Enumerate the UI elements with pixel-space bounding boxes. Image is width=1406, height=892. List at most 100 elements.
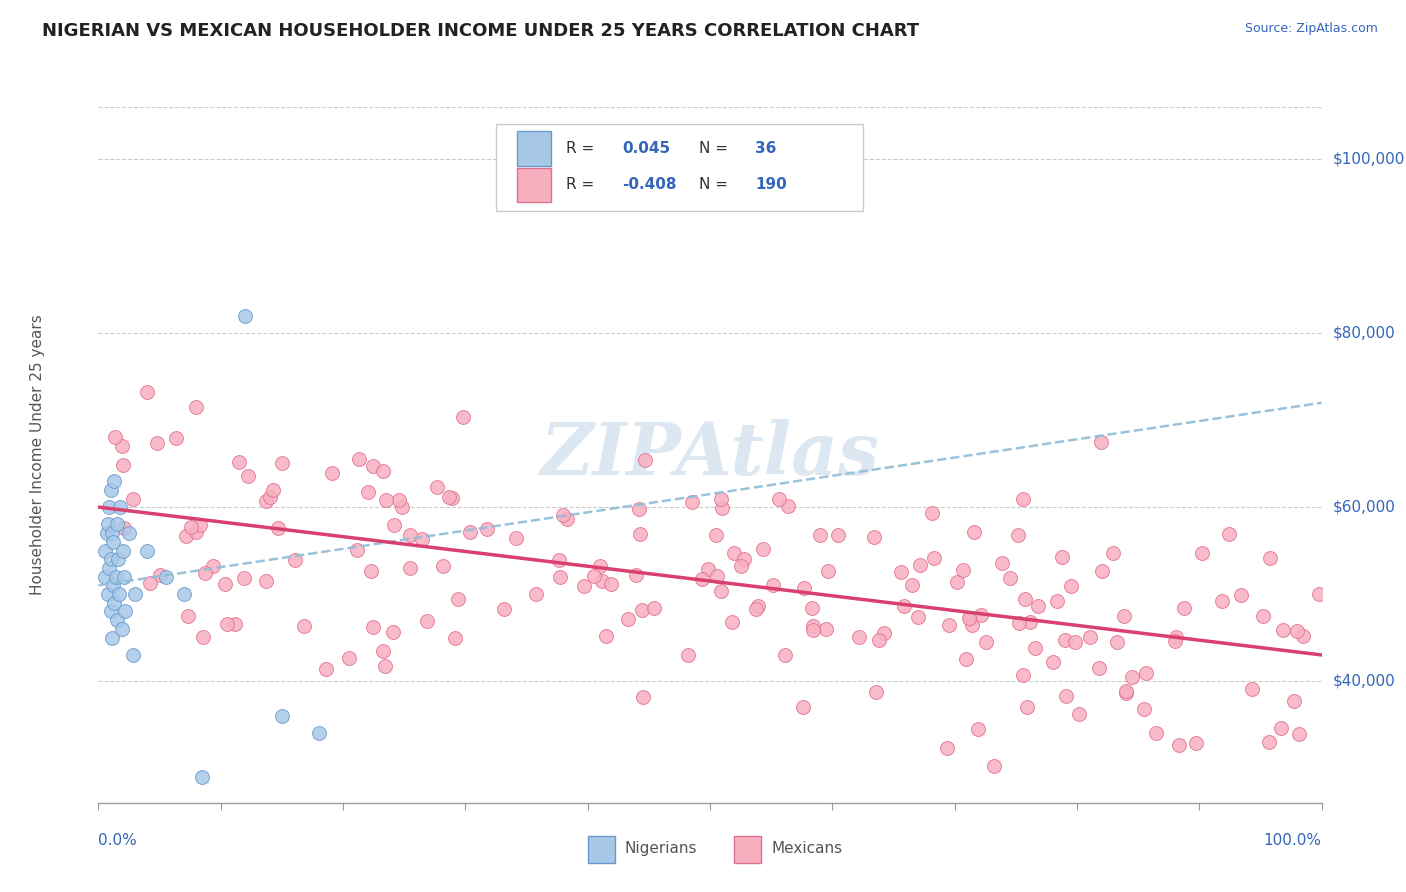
Point <box>451 409 474 424</box>
Point <box>111 439 134 453</box>
Point <box>177 608 200 623</box>
Point <box>373 644 395 658</box>
Point <box>112 521 135 535</box>
Point <box>411 532 433 546</box>
Point <box>706 568 728 582</box>
Text: 36: 36 <box>755 141 776 156</box>
Point <box>1115 683 1137 698</box>
Point <box>990 556 1012 570</box>
Point <box>1090 434 1112 449</box>
Point <box>1101 546 1123 560</box>
Point <box>548 570 571 584</box>
Point <box>104 429 127 443</box>
Bar <box>517 131 551 166</box>
Point <box>136 543 159 558</box>
Text: Mexicans: Mexicans <box>772 840 842 855</box>
Point <box>1288 727 1310 741</box>
Text: $80,000: $80,000 <box>1333 326 1396 341</box>
Point <box>105 613 128 627</box>
Point <box>1053 632 1076 647</box>
Point <box>475 522 498 536</box>
Point <box>733 552 755 566</box>
Point <box>974 635 997 649</box>
Point <box>1026 599 1049 614</box>
Point <box>1258 550 1281 565</box>
Point <box>955 652 977 666</box>
Point <box>1284 694 1306 708</box>
Point <box>1088 661 1111 675</box>
Point <box>873 625 896 640</box>
Point <box>165 431 187 445</box>
Point <box>1063 635 1085 649</box>
Point <box>361 458 384 473</box>
Point <box>960 617 983 632</box>
Point <box>432 558 454 573</box>
Text: $60,000: $60,000 <box>1333 500 1396 515</box>
Point <box>294 619 316 633</box>
Point <box>1144 725 1167 739</box>
Point <box>347 452 370 467</box>
Text: ZIPAtlas: ZIPAtlas <box>541 419 879 491</box>
Point <box>124 587 146 601</box>
Point <box>186 400 208 414</box>
Point <box>963 524 986 539</box>
Point <box>676 648 699 662</box>
Point <box>145 436 167 450</box>
Text: Nigerians: Nigerians <box>624 840 697 855</box>
Point <box>111 543 134 558</box>
Point <box>233 571 256 585</box>
Point <box>893 599 915 613</box>
Point <box>921 506 943 520</box>
Point <box>416 614 439 628</box>
Text: Source: ZipAtlas.com: Source: ZipAtlas.com <box>1244 22 1378 36</box>
Point <box>1173 600 1195 615</box>
Point <box>447 592 470 607</box>
Point <box>110 500 132 515</box>
Text: 0.045: 0.045 <box>621 141 671 156</box>
Text: N =: N = <box>699 141 733 156</box>
Point <box>1114 609 1136 624</box>
Point <box>697 562 720 576</box>
Point <box>768 491 790 506</box>
Point <box>121 648 143 662</box>
Point <box>634 452 657 467</box>
Point <box>111 622 134 636</box>
Point <box>599 577 621 591</box>
Point <box>1014 592 1036 607</box>
Text: R =: R = <box>565 141 599 156</box>
Point <box>591 574 613 588</box>
Text: $100,000: $100,000 <box>1333 152 1405 167</box>
Point <box>1008 615 1031 630</box>
Point <box>271 456 294 470</box>
Point <box>100 552 122 566</box>
Point <box>228 455 250 469</box>
Point <box>391 500 413 515</box>
Point <box>751 541 773 556</box>
Point <box>704 528 727 542</box>
Point <box>572 579 595 593</box>
Point <box>1042 655 1064 669</box>
Point <box>1024 640 1046 655</box>
Point <box>105 517 128 532</box>
Point <box>388 493 411 508</box>
Point <box>970 607 993 622</box>
Point <box>967 722 990 736</box>
Point <box>93 543 115 558</box>
Point <box>555 512 578 526</box>
Point <box>959 612 981 626</box>
Point <box>98 561 121 575</box>
Point <box>1067 706 1090 721</box>
FancyBboxPatch shape <box>496 124 863 211</box>
Point <box>747 599 769 614</box>
Point <box>1018 615 1040 629</box>
Point <box>339 651 361 665</box>
Point <box>122 491 145 506</box>
Point <box>315 661 337 675</box>
Point <box>202 559 225 574</box>
Point <box>492 601 515 615</box>
Point <box>890 565 912 579</box>
Point <box>801 624 824 638</box>
Point <box>922 551 945 566</box>
Point <box>583 568 606 582</box>
Text: 0.0%: 0.0% <box>98 833 138 848</box>
